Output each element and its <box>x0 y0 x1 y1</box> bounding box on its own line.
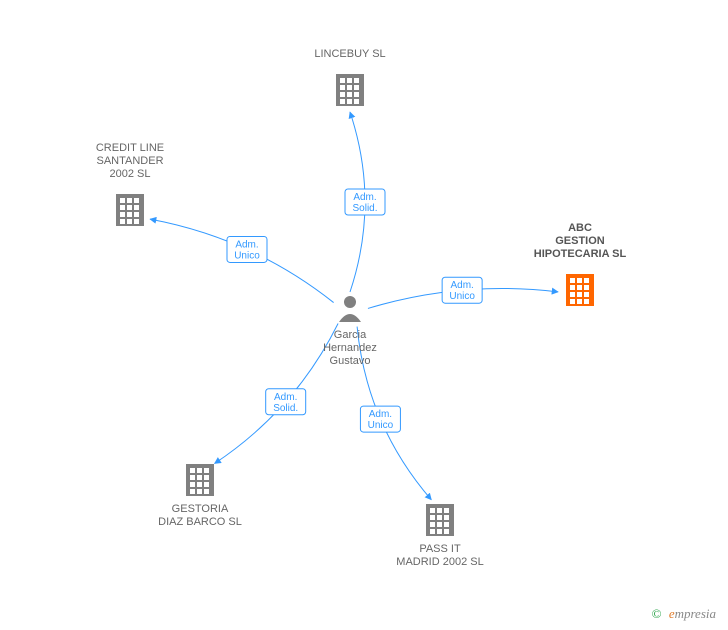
building-icon <box>116 194 144 226</box>
center-label: GarciaHernandezGustavo <box>323 329 377 367</box>
copyright-symbol: © <box>652 606 662 621</box>
brand-rest: mpresia <box>675 606 716 621</box>
edge-label: Adm.Solid. <box>352 192 377 214</box>
company-label: ABCGESTIONHIPOTECARIA SL <box>534 222 627 260</box>
footer-brand: © empresia <box>652 606 716 622</box>
diagram-canvas: Adm.Solid. Adm.Unico Adm.Unico Adm.Solid. Ad… <box>0 0 728 630</box>
edge-label: Adm.Unico <box>234 239 260 261</box>
building-icon <box>336 74 364 106</box>
edge-label: Adm.Unico <box>368 409 394 431</box>
company-label: LINCEBUY SL <box>314 48 385 60</box>
nodes-layer: GarciaHernandezGustavo LINCEBUY SL CREDIT … <box>96 48 627 568</box>
building-icon <box>426 504 454 536</box>
edge-label: Adm.Solid. <box>273 392 298 414</box>
building-icon <box>566 274 594 306</box>
building-icon <box>186 464 214 496</box>
edge-label: Adm.Unico <box>449 280 475 302</box>
company-label: CREDIT LINESANTANDER2002 SL <box>96 142 164 180</box>
company-label: PASS ITMADRID 2002 SL <box>396 543 483 568</box>
person-icon <box>339 296 361 322</box>
company-label: GESTORIADIAZ BARCO SL <box>158 503 242 528</box>
